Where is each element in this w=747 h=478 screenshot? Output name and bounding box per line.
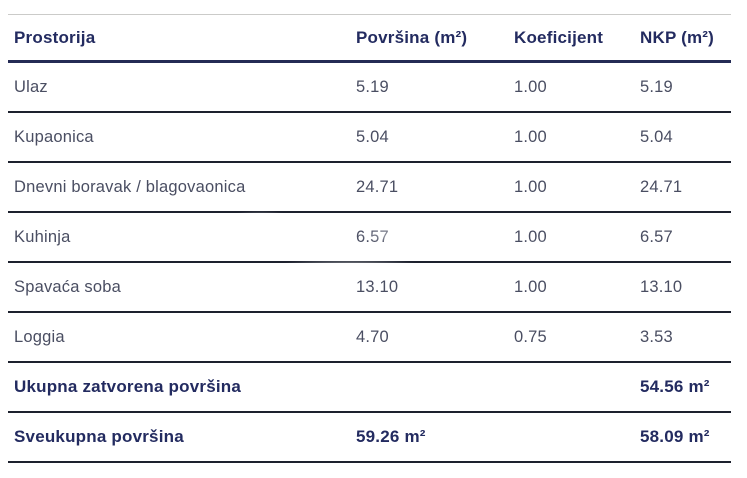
nkp-cell: 6.57 xyxy=(640,227,673,246)
room-area-table: Prostorija Površina (m²) Koeficijent NKP… xyxy=(8,14,731,463)
room-name-cell: Dnevni boravak / blagovaonica xyxy=(14,177,246,196)
column-header-area: Površina (m²) xyxy=(356,27,468,47)
total-row-overall-area: Sveukupna površina 59.26 m² 58.09 m² xyxy=(8,413,731,463)
area-cell: 5.19 xyxy=(356,77,389,96)
column-header-room: Prostorija xyxy=(14,27,96,47)
coefficient-cell: 1.00 xyxy=(514,177,547,196)
coefficient-cell: 1.00 xyxy=(514,227,547,246)
area-cell: 59.26 m² xyxy=(356,427,426,446)
nkp-cell: 3.53 xyxy=(640,327,673,346)
table-row-kupaonica: Kupaonica 5.04 1.00 5.04 xyxy=(8,113,731,163)
room-name-cell: Spavaća soba xyxy=(14,277,121,296)
area-cell: 4.70 xyxy=(356,327,389,346)
table-row-ulaz: Ulaz 5.19 1.00 5.19 xyxy=(8,63,731,113)
table-row-spavaca-soba: Spavaća soba 13.10 1.00 13.10 xyxy=(8,263,731,313)
column-header-coefficient: Koeficijent xyxy=(514,27,604,47)
coefficient-cell: 0.75 xyxy=(514,327,547,346)
room-name-cell: Kupaonica xyxy=(14,127,94,146)
area-cell: 13.10 xyxy=(356,277,399,296)
total-label-cell: Ukupna zatvorena površina xyxy=(14,377,242,396)
nkp-cell: 13.10 xyxy=(640,277,683,296)
coefficient-cell: 1.00 xyxy=(514,277,547,296)
table-row-dnevni-boravak: Dnevni boravak / blagovaonica 24.71 1.00… xyxy=(8,163,731,213)
total-label-cell: Sveukupna površina xyxy=(14,427,184,446)
area-cell: 6.57 xyxy=(356,227,389,246)
area-cell: 24.71 xyxy=(356,177,399,196)
nkp-cell: 58.09 m² xyxy=(640,427,710,446)
nkp-cell: 54.56 m² xyxy=(640,377,710,396)
column-header-nkp: NKP (m²) xyxy=(640,27,715,47)
room-name-cell: Loggia xyxy=(14,327,65,346)
nkp-cell: 5.04 xyxy=(640,127,673,146)
table-header-row: Prostorija Površina (m²) Koeficijent NKP… xyxy=(8,15,731,63)
area-cell: 5.04 xyxy=(356,127,389,146)
table-row-loggia: Loggia 4.70 0.75 3.53 xyxy=(8,313,731,363)
total-row-closed-area: Ukupna zatvorena površina 54.56 m² xyxy=(8,363,731,413)
room-name-cell: Ulaz xyxy=(14,77,48,96)
nkp-cell: 5.19 xyxy=(640,77,673,96)
table-row-kuhinja: Kuhinja 6.57 1.00 6.57 xyxy=(8,213,731,263)
room-name-cell: Kuhinja xyxy=(14,227,71,246)
coefficient-cell: 1.00 xyxy=(514,127,547,146)
nkp-cell: 24.71 xyxy=(640,177,683,196)
coefficient-cell: 1.00 xyxy=(514,77,547,96)
